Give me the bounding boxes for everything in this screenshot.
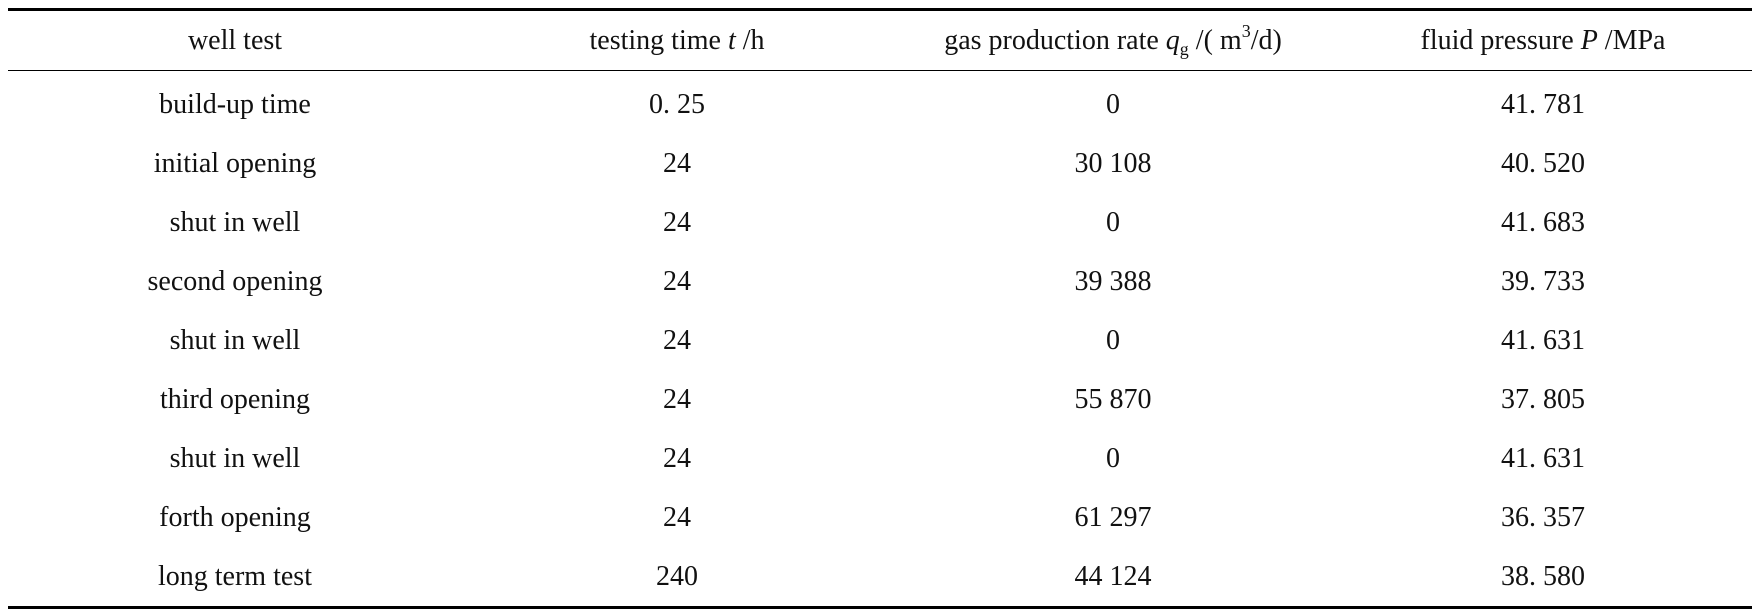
cell-fluid-pressure: 38. 580 [1501,560,1585,592]
header-testing-time-symbol: t [727,24,736,56]
cell-well-test: second opening [147,265,323,297]
table-row: build-up time 0. 25 0 41. 781 [8,71,1752,135]
cell-gas-rate: 55 870 [1074,383,1152,415]
header-testing-time: testing time t /h [462,10,892,71]
cell-fluid-pressure: 41. 683 [1501,206,1585,238]
cell-gas-rate: 0 [1106,442,1120,474]
cell-gas-rate: 0 [1106,324,1120,356]
cell-gas-rate: 0 [1106,206,1120,238]
cell-testing-time: 24 [663,324,691,356]
cell-testing-time: 240 [656,560,698,592]
cell-fluid-pressure: 36. 357 [1501,501,1585,533]
header-fluid-pressure-unit: /MPa [1597,24,1666,56]
table-row: shut in well 24 0 41. 683 [8,193,1752,252]
header-testing-time-prefix: testing time [589,24,728,56]
cell-well-test: third opening [159,383,311,415]
cell-well-test: build-up time [159,88,311,120]
header-fluid-pressure-prefix: fluid pressure [1420,24,1581,56]
cell-testing-time: 24 [663,501,691,533]
cell-well-test: long term test [158,560,312,592]
table-row: forth opening 24 61 297 36. 357 [8,488,1752,547]
table-row: initial opening 24 30 108 40. 520 [8,134,1752,193]
header-well-test-label: well test [187,24,283,56]
cell-fluid-pressure: 41. 781 [1501,88,1585,120]
cell-fluid-pressure: 41. 631 [1501,442,1585,474]
table-row: shut in well 24 0 41. 631 [8,311,1752,370]
table-header: well test testing time t /h gas producti… [8,9,1752,71]
cell-gas-rate: 0 [1106,88,1120,120]
cell-well-test: forth opening [159,501,311,533]
header-fluid-pressure-symbol: P [1580,24,1598,56]
cell-testing-time: 24 [663,147,691,179]
header-gas-rate-prefix: gas production rate [944,25,1166,56]
cell-fluid-pressure: 37. 805 [1501,383,1585,415]
header-gas-rate-unit-start: /( m [1188,25,1242,56]
header-well-test: well test [8,10,462,71]
header-row: well test testing time t /h gas producti… [8,9,1752,71]
cell-testing-time: 24 [663,206,691,238]
header-fluid-pressure: fluid pressure P /MPa [1334,10,1752,71]
cell-well-test: initial opening [153,147,317,179]
cell-well-test: shut in well [169,442,301,474]
header-gas-rate-symbol: q [1165,25,1180,56]
table-row: shut in well 24 0 41. 631 [8,429,1752,488]
cell-fluid-pressure: 39. 733 [1501,265,1585,297]
table-row: second opening 24 39 388 39. 733 [8,252,1752,311]
cell-gas-rate: 30 108 [1074,147,1152,179]
table-row: third opening 24 55 870 37. 805 [8,370,1752,429]
header-gas-rate-subscript: g [1179,39,1189,59]
cell-testing-time: 24 [663,265,691,297]
cell-testing-time: 0. 25 [649,88,705,120]
header-gas-rate-unit-end: /d) [1250,25,1282,56]
cell-testing-time: 24 [663,442,691,474]
cell-gas-rate: 39 388 [1074,265,1152,297]
cell-fluid-pressure: 40. 520 [1501,147,1585,179]
cell-testing-time: 24 [663,383,691,415]
well-test-table: well test testing time t /h gas producti… [8,8,1752,609]
header-testing-time-unit: /h [735,24,765,56]
cell-gas-rate: 44 124 [1074,560,1152,592]
header-gas-rate-superscript: 3 [1241,21,1251,41]
cell-well-test: shut in well [169,324,301,356]
cell-gas-rate: 61 297 [1074,501,1152,533]
table-row: long term test 240 44 124 38. 580 [8,547,1752,608]
cell-well-test: shut in well [169,206,301,238]
table-body: build-up time 0. 25 0 41. 781 initial op… [8,71,1752,608]
header-gas-production-rate: gas production rate qg /( m3/d) [892,10,1334,71]
cell-fluid-pressure: 41. 631 [1501,324,1585,356]
well-test-table-container: well test testing time t /h gas producti… [8,8,1752,609]
